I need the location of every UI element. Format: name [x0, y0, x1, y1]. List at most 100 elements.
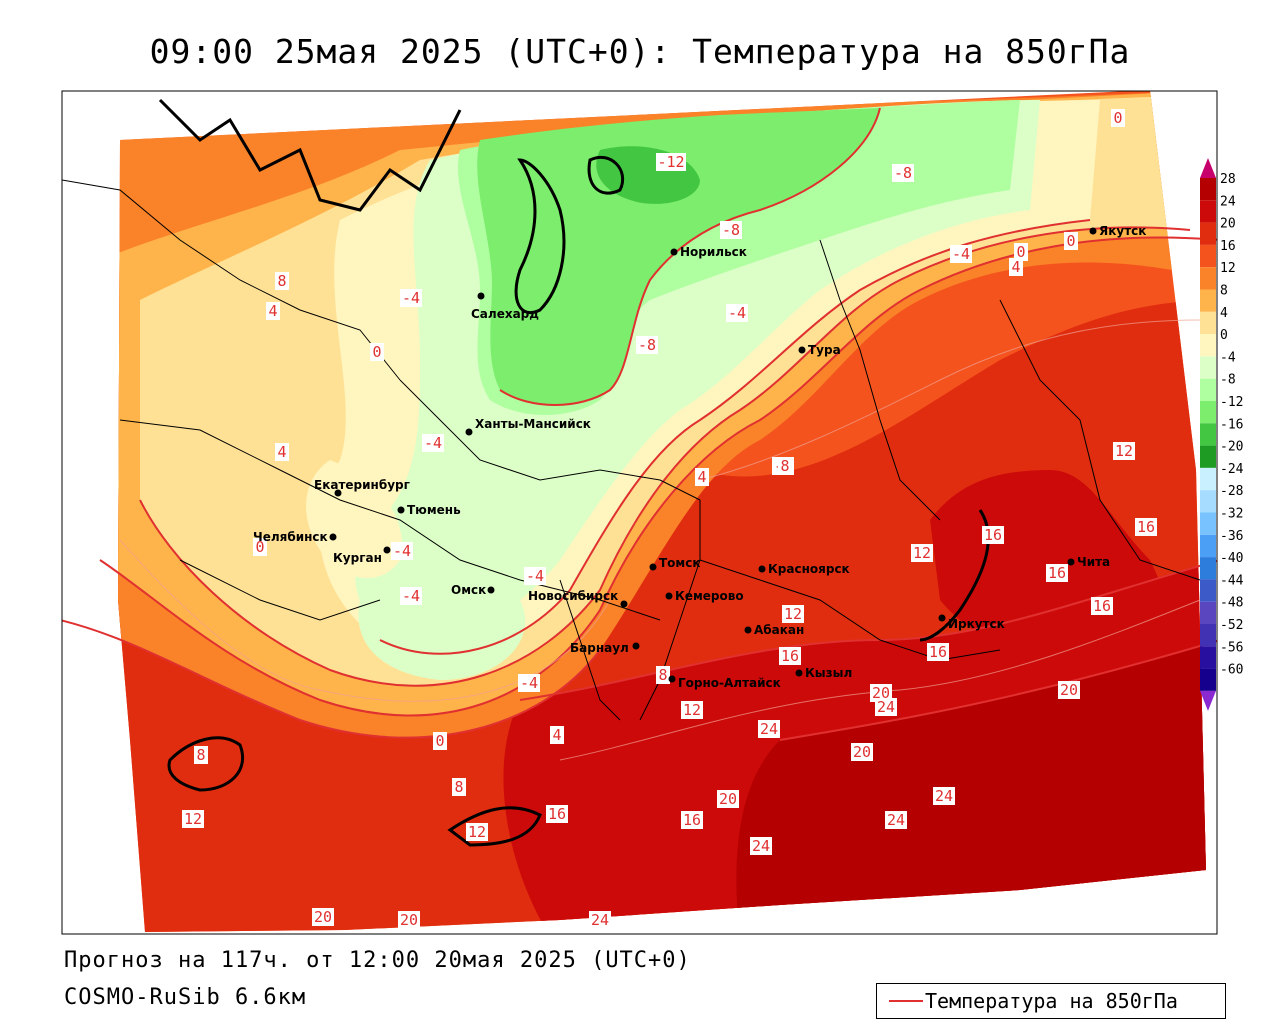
contour-label: 24 [887, 811, 905, 829]
contour-label: -4 [520, 674, 538, 692]
colorbar: 28 24 20 16 12 8 4 0 -4 -8 -12 -16 -20 -24 -28 -32 -36 -4… [1200, 158, 1244, 711]
city-label: Омск [451, 583, 486, 597]
colorbar-tick-label: 12 [1220, 261, 1236, 276]
contour-label-bg [524, 567, 546, 585]
contour-label: 16 [683, 811, 701, 829]
city-marker [798, 346, 806, 354]
contour-label-bg [950, 245, 972, 263]
model-name: COSMO-RuSib 6.6км [64, 985, 307, 1010]
city-marker [487, 586, 495, 594]
contour-label-bg [911, 544, 933, 562]
contour-label-bg [885, 811, 907, 829]
city-marker [938, 614, 946, 622]
colorbar-tick-label: 24 [1220, 194, 1236, 209]
contour-label: 8 [196, 746, 205, 764]
colorbar-swatch [1200, 311, 1216, 335]
contour-label: 20 [400, 911, 418, 929]
colorbar-swatch [1200, 534, 1216, 558]
colorbar-top-arrow [1200, 158, 1216, 178]
colorbar-tick-label: -28 [1220, 484, 1243, 499]
colorbar-tick-label: 0 [1220, 328, 1228, 343]
city-marker [668, 675, 676, 683]
contour-label-bg [194, 746, 208, 764]
colorbar-tick-label: -56 [1220, 640, 1243, 655]
contour-label: 8 [454, 778, 463, 796]
colorbar-tick-label: -48 [1220, 596, 1243, 611]
city-label: Новосибирск [528, 589, 618, 603]
city-marker [1067, 558, 1075, 566]
contour-label-bg [398, 911, 420, 929]
legend-label: Температура на 850гПа [925, 989, 1178, 1013]
colorbar-bottom-arrow [1200, 690, 1216, 711]
colorbar-tick-label: -60 [1220, 663, 1243, 678]
colorbar-tick-label: -12 [1220, 395, 1243, 410]
contour-label-bg [1014, 243, 1028, 261]
colorbar-swatch [1200, 378, 1216, 401]
contour-label-bg [636, 336, 658, 354]
contour-label-bg [546, 805, 568, 823]
colorbar-swatch [1200, 512, 1216, 535]
colorbar-swatch [1200, 200, 1216, 223]
contour-label-bg [758, 720, 780, 738]
colorbar-swatch [1200, 445, 1216, 468]
contour-label: 0 [372, 343, 381, 361]
colorbar-swatch [1200, 222, 1216, 245]
colorbar-swatch [1200, 668, 1216, 691]
colorbar-swatch [1200, 267, 1216, 290]
contour-label: 16 [929, 643, 947, 661]
colorbar-swatch [1200, 624, 1216, 647]
city-label: Чита [1077, 555, 1110, 569]
contour-label-bg [370, 343, 384, 361]
contour-label-bg [433, 732, 447, 750]
city-label: Томск [659, 556, 701, 570]
contour-label-bg [892, 164, 914, 182]
colorbar-swatch [1200, 490, 1216, 513]
colorbar-tick-label: -20 [1220, 440, 1243, 455]
colorbar-tick-label: -16 [1220, 417, 1243, 432]
admin-borders [62, 179, 1201, 721]
contour-label: 8 [780, 457, 789, 475]
contour-label-bg [518, 674, 540, 692]
contour-label-bg [681, 811, 703, 829]
temperature-field [118, 91, 1206, 932]
contour-label: 12 [784, 605, 802, 623]
colorbar-swatch [1200, 423, 1216, 446]
city-marker [665, 592, 673, 600]
contour-label-bg [1009, 258, 1023, 276]
colorbar-tick-label: -8 [1220, 373, 1236, 388]
city-marker [620, 600, 628, 608]
contour-label-bg [927, 643, 949, 661]
city-markers: Якутск Норильск Салехард Тура Ханты-Мансийск… [253, 224, 1146, 690]
city-marker [758, 565, 766, 573]
contour-label-bg [182, 810, 204, 828]
contour-label: -4 [393, 542, 411, 560]
colorbar-tick-label: 4 [1220, 306, 1228, 321]
contour-label: 16 [984, 526, 1002, 544]
city-marker [329, 533, 337, 541]
colorbar-tick-label: 8 [1220, 284, 1228, 299]
contour-label-bg [851, 743, 873, 761]
contour-label: 12 [184, 810, 202, 828]
contour-label: -8 [894, 164, 912, 182]
contour-label: 4 [268, 302, 277, 320]
contour-label: 16 [781, 647, 799, 665]
colorbar-tick-label: -24 [1220, 462, 1244, 477]
contour-label: -8 [722, 221, 740, 239]
city-label: Кемерово [675, 589, 744, 603]
city-marker [744, 626, 752, 634]
colorbar-tick-label: -4 [1220, 350, 1236, 365]
city-marker [334, 489, 342, 497]
contour-label-bg [400, 587, 422, 605]
colorbar-swatch [1200, 289, 1216, 312]
coastlines [158, 98, 990, 847]
contour-label: 16 [1137, 518, 1155, 536]
city-label: Иркутск [948, 617, 1005, 631]
contour-label: 12 [913, 544, 931, 562]
contour-label-bg [982, 526, 1004, 544]
contour-label-bg [275, 272, 289, 290]
contour-label-bg [466, 823, 488, 841]
contour-label: 8 [658, 666, 667, 684]
colorbar-swatch [1200, 401, 1216, 424]
isotherm-minor-lines [119, 319, 1201, 761]
colorbar-swatch [1200, 646, 1216, 669]
